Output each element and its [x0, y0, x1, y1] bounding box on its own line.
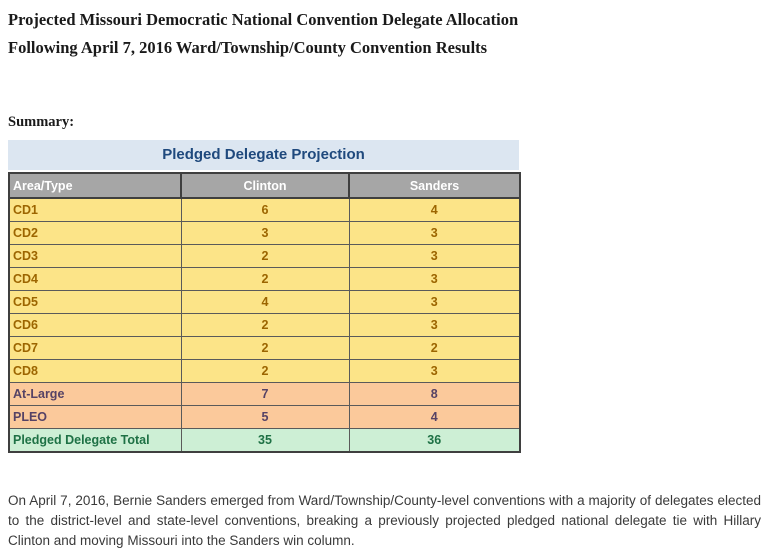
- sanders-cell: 4: [348, 197, 521, 222]
- clinton-cell: 2: [180, 267, 350, 291]
- area-cell: CD8: [8, 359, 182, 383]
- table-row: CD8 2 3: [8, 359, 521, 383]
- sanders-cell: 8: [348, 382, 521, 406]
- area-cell: CD5: [8, 290, 182, 314]
- page-title: Projected Missouri Democratic National C…: [8, 6, 761, 62]
- sanders-cell: 3: [348, 244, 521, 268]
- area-cell: Pledged Delegate Total: [8, 428, 182, 453]
- column-header-clinton: Clinton: [180, 172, 350, 199]
- clinton-cell: 2: [180, 313, 350, 337]
- clinton-cell: 4: [180, 290, 350, 314]
- clinton-cell: 35: [180, 428, 350, 453]
- area-cell: PLEO: [8, 405, 182, 429]
- column-header-sanders: Sanders: [348, 172, 521, 199]
- table-row: CD1 6 4: [8, 197, 521, 222]
- summary-label: Summary:: [8, 114, 75, 130]
- page-title-line2: Following April 7, 2016 Ward/Township/Co…: [8, 38, 488, 57]
- delegate-projection-table: Pledged Delegate Projection Area/Type Cl…: [8, 140, 521, 453]
- area-cell: CD3: [8, 244, 182, 268]
- sanders-cell: 3: [348, 267, 521, 291]
- table-row: Pledged Delegate Total 35 36: [8, 428, 521, 453]
- clinton-cell: 2: [180, 244, 350, 268]
- table-header-row: Area/Type Clinton Sanders: [8, 172, 521, 199]
- table-row: CD7 2 2: [8, 336, 521, 360]
- area-cell: CD6: [8, 313, 182, 337]
- sanders-cell: 36: [348, 428, 521, 453]
- clinton-cell: 2: [180, 359, 350, 383]
- sanders-cell: 3: [348, 290, 521, 314]
- column-header-area-type: Area/Type: [8, 172, 182, 199]
- delegate-table-body: CD1 6 4 CD2 3 3 CD3 2 3 CD4 2 3 CD5 4 3 CD6 2 3 CD7 2 2 CD8 2 3…: [8, 197, 521, 453]
- sanders-cell: 2: [348, 336, 521, 360]
- table-row: PLEO 5 4: [8, 405, 521, 429]
- clinton-cell: 7: [180, 382, 350, 406]
- table-title: Pledged Delegate Projection: [8, 140, 519, 170]
- area-cell: CD7: [8, 336, 182, 360]
- clinton-cell: 3: [180, 221, 350, 245]
- clinton-cell: 6: [180, 197, 350, 222]
- area-cell: CD2: [8, 221, 182, 245]
- sanders-cell: 4: [348, 405, 521, 429]
- clinton-cell: 5: [180, 405, 350, 429]
- sanders-cell: 3: [348, 221, 521, 245]
- area-cell: At-Large: [8, 382, 182, 406]
- table-row: CD2 3 3: [8, 221, 521, 245]
- footer-paragraph: On April 7, 2016, Bernie Sanders emerged…: [8, 493, 761, 548]
- clinton-cell: 2: [180, 336, 350, 360]
- delegate-table: Area/Type Clinton Sanders CD1 6 4 CD2 3 3 CD3 2…: [8, 172, 521, 453]
- page-title-line1: Projected Missouri Democratic National C…: [8, 10, 519, 29]
- table-row: CD4 2 3: [8, 267, 521, 291]
- sanders-cell: 3: [348, 359, 521, 383]
- table-row: CD6 2 3: [8, 313, 521, 337]
- area-cell: CD1: [8, 197, 182, 222]
- area-cell: CD4: [8, 267, 182, 291]
- table-row: At-Large 7 8: [8, 382, 521, 406]
- table-row: CD5 4 3: [8, 290, 521, 314]
- sanders-cell: 3: [348, 313, 521, 337]
- table-row: CD3 2 3: [8, 244, 521, 268]
